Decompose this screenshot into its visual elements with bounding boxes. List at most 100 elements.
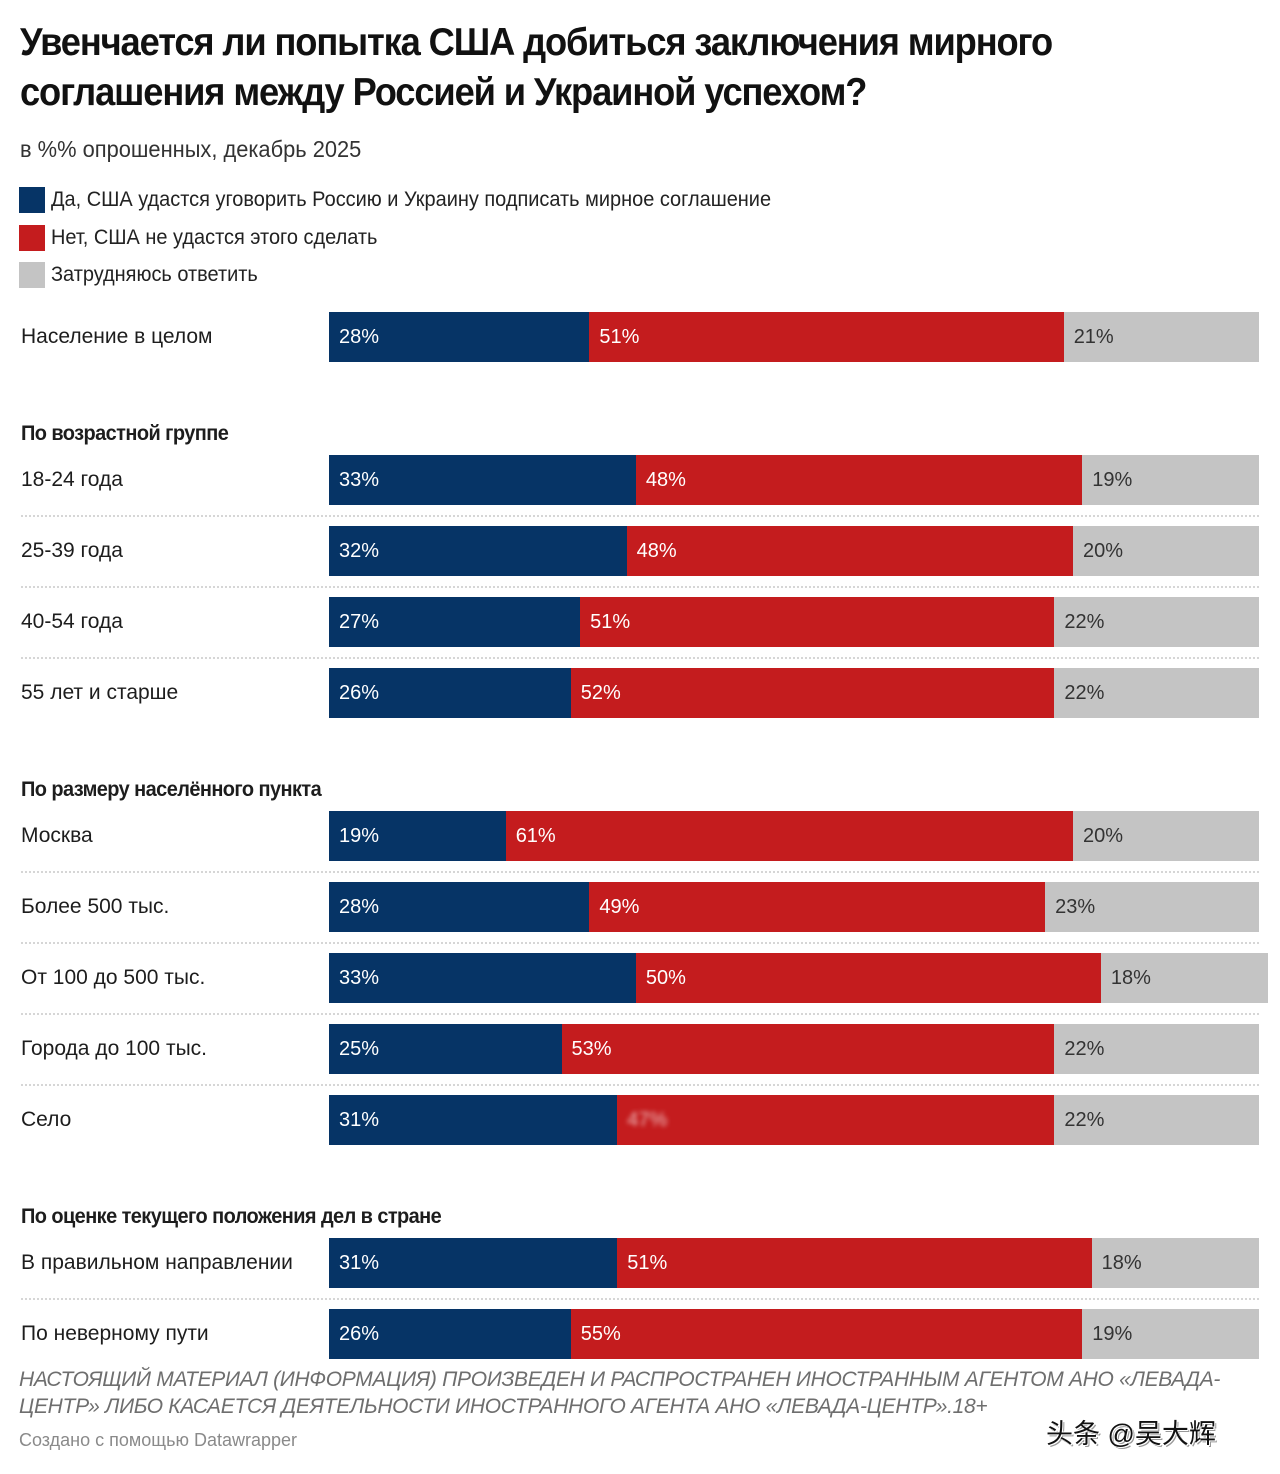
legend-swatch-yes [19, 187, 45, 213]
bar-segment-dont-know [1100, 953, 1269, 1003]
bar-segment-no [589, 882, 1046, 932]
bar-value-label: 27% [339, 611, 380, 633]
bar-segment-yes [329, 811, 506, 861]
bar-segment-yes [329, 882, 590, 932]
bar-value-label: 48% [645, 469, 686, 491]
row-divider [21, 515, 1259, 517]
bar-segment-no [635, 953, 1101, 1003]
bar-segment-yes [329, 1309, 571, 1359]
bar-value-label: 48% [636, 540, 677, 562]
bar-value-label: 28% [339, 896, 380, 918]
row-label: 18-24 года [21, 468, 123, 491]
bar-value-label: 31% [339, 1109, 380, 1131]
chart-subtitle: в %% опрошенных, декабрь 2025 [20, 136, 362, 162]
bar-segment-no [570, 1309, 1083, 1359]
bar-segment-dont-know [1063, 312, 1259, 362]
bar-value-label: 19% [339, 825, 380, 847]
bar-value-label: 33% [339, 469, 380, 491]
bar-value-label: 25% [339, 1038, 380, 1060]
bar-segment-dont-know [1073, 811, 1259, 861]
bar-segment-no [617, 1238, 1092, 1288]
bar-value-label: 18% [1110, 967, 1151, 989]
legend-label-yes: Да, США удастся уговорить Россию и Украи… [51, 188, 772, 211]
row-label: Более 500 тыс. [21, 895, 170, 918]
row-label: 40-54 года [21, 610, 123, 633]
legend-item-no: Нет, США не удастся этого сделать [19, 224, 809, 252]
row-label: 55 лет и старше [21, 681, 179, 704]
bar-segment-yes [329, 312, 590, 362]
legend-label-no: Нет, США не удастся этого сделать [51, 225, 378, 249]
bar-value-label: 51% [599, 326, 640, 348]
bar-segment-no [570, 668, 1055, 718]
bar-segment-no [589, 312, 1064, 362]
bar-segment-dont-know [1054, 597, 1259, 647]
bar-segment-yes [329, 1095, 618, 1145]
row-label: Село [21, 1108, 72, 1131]
bar-value-label: 53% [571, 1038, 612, 1060]
bar-value-label: 21% [1073, 326, 1114, 348]
watermark: 头条 @吴大辉 [1046, 1419, 1216, 1449]
bar-segment-dont-know [1045, 882, 1259, 932]
bar-value-label: 31% [339, 1252, 380, 1274]
bar-value-label: 33% [339, 967, 380, 989]
bar-segment-no [617, 1095, 1055, 1145]
row-divider [21, 871, 1259, 873]
bar-segment-no [635, 455, 1083, 505]
row-divider [21, 1084, 1259, 1086]
bar-value-label: 22% [1064, 682, 1105, 704]
bar-segment-yes [329, 455, 636, 505]
bar-segment-yes [329, 953, 636, 1003]
bar-value-label: 19% [1092, 469, 1133, 491]
bar-value-label: 50% [645, 967, 686, 989]
bar-segment-yes [329, 1238, 618, 1288]
row-label: 25-39 года [21, 539, 123, 562]
stacked-bar-chart: Население в целом 28% 51% 21% По возрастной … [0, 300, 1280, 1359]
row-label: Города до 100 тыс. [21, 1037, 207, 1060]
footer-byline: Создано с помощью Datawrapper [19, 1430, 298, 1450]
bar-segment-yes [329, 1024, 562, 1074]
legend-label-dont-know: Затрудняюсь ответить [51, 263, 258, 286]
bar-segment-dont-know [1054, 1095, 1259, 1145]
bar-value-label: 22% [1064, 1109, 1105, 1131]
bar-segment-yes [329, 526, 627, 576]
row-label: Москва [21, 824, 93, 847]
bar-segment-dont-know [1082, 1309, 1259, 1359]
bar-value-label: 26% [339, 1323, 380, 1345]
bar-segment-yes [329, 597, 581, 647]
bar-value-label: 19% [1092, 1323, 1133, 1345]
row-label: По неверному пути [21, 1322, 209, 1345]
bar-segment-dont-know [1073, 526, 1259, 576]
bar-segment-no [561, 1024, 1055, 1074]
bar-segment-dont-know [1091, 1238, 1259, 1288]
bar-segment-no [505, 811, 1073, 861]
bar-segment-no [626, 526, 1073, 576]
row-divider [21, 657, 1259, 659]
bar-value-label: 32% [339, 540, 380, 562]
group-title: По размеру населённого пункта [21, 778, 322, 801]
bar-value-label: 22% [1064, 1038, 1105, 1060]
bar-value-label: 47% [627, 1109, 668, 1131]
row-divider [21, 942, 1259, 944]
bar-segment-dont-know [1054, 1024, 1259, 1074]
bar-value-label: 52% [580, 682, 621, 704]
bar-segment-yes [329, 668, 571, 718]
bar-value-label: 28% [339, 326, 380, 348]
chart-title: Увенчается ли попытка США добиться заклю… [20, 21, 1053, 114]
row-divider [21, 1013, 1259, 1015]
bar-segment-dont-know [1054, 668, 1259, 718]
bar-value-label: 61% [515, 825, 556, 847]
legend-item-yes: Да, США удастся уговорить Россию и Украи… [19, 186, 809, 214]
row-divider [21, 586, 1259, 588]
legend-swatch-dont-know [19, 262, 45, 288]
bar-value-label: 20% [1083, 825, 1124, 847]
bar-value-label: 20% [1083, 540, 1124, 562]
row-divider [21, 1298, 1259, 1300]
row-label: В правильном направлении [21, 1251, 293, 1274]
legend: Да, США удастся уговорить Россию и Украи… [19, 186, 809, 299]
row-label: Население в целом [21, 325, 213, 348]
bar-value-label: 55% [580, 1323, 621, 1345]
row-label: От 100 до 500 тыс. [21, 966, 206, 989]
bar-value-label: 18% [1101, 1252, 1142, 1274]
bar-value-label: 26% [339, 682, 380, 704]
bar-value-label: 49% [599, 896, 640, 918]
